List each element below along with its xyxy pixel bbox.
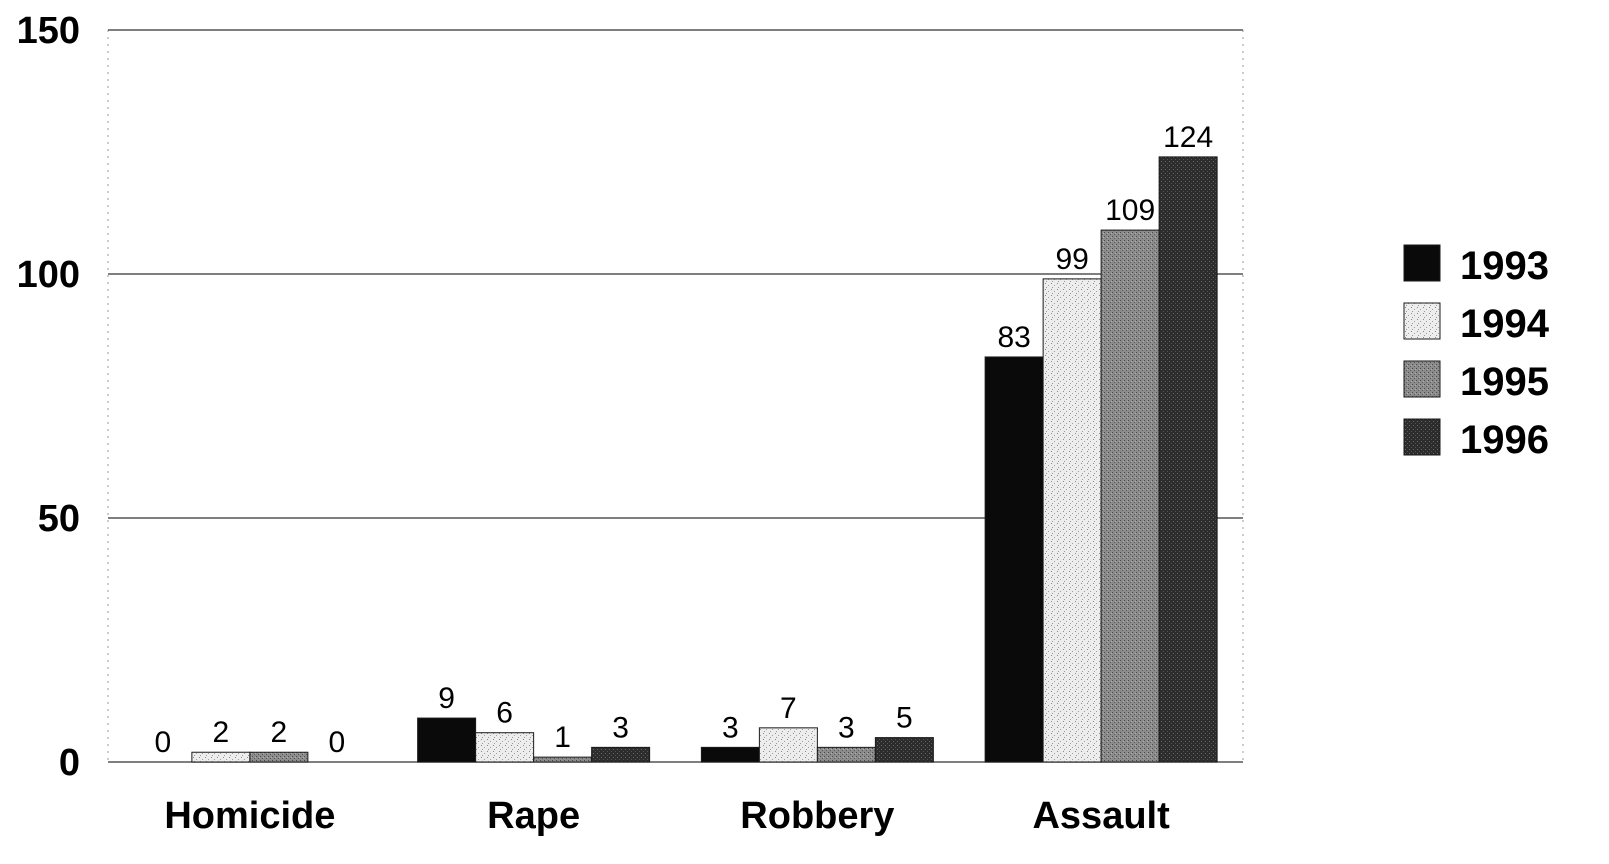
data-label-assault-1996: 124 [1163, 121, 1213, 154]
bar-robbery-1994 [758, 727, 818, 763]
bar-robbery-1993 [700, 746, 760, 763]
y-axis: 0 50 100 150 [17, 10, 80, 784]
x-axis-categories: Homicide Rape Robbery Assault [164, 795, 1170, 837]
legend: 1993 1994 1995 1996 [1403, 244, 1550, 462]
legend-label-1994: 1994 [1460, 302, 1550, 346]
bar-rape-1993 [417, 717, 477, 763]
y-tick-label: 100 [17, 254, 80, 296]
category-label-robbery: Robbery [740, 795, 894, 837]
legend-label-1996: 1996 [1460, 418, 1549, 462]
bars [191, 156, 1218, 763]
data-label-rape-1993: 9 [438, 682, 455, 715]
data-label-rape-1996: 3 [612, 711, 629, 744]
bar-assault-1996 [1158, 156, 1218, 763]
legend-swatch-1996 [1403, 418, 1441, 456]
data-label-robbery-1994: 7 [780, 692, 797, 725]
data-label-robbery-1995: 3 [838, 711, 855, 744]
legend-swatch-1993 [1403, 244, 1441, 282]
data-label-assault-1994: 99 [1055, 243, 1088, 276]
bar-assault-1995 [1100, 229, 1160, 763]
bar-robbery-1996 [874, 737, 934, 763]
y-tick-label: 0 [59, 742, 80, 784]
data-label-assault-1993: 83 [997, 321, 1030, 354]
data-label-homicide-1994: 2 [213, 716, 230, 749]
data-label-assault-1995: 109 [1105, 194, 1155, 227]
bar-rape-1996 [591, 746, 651, 763]
bar-rape-1995 [533, 756, 593, 763]
bar-homicide-1994 [191, 751, 251, 763]
data-label-homicide-1995: 2 [271, 716, 288, 749]
bar-assault-1994 [1042, 278, 1102, 763]
category-label-rape: Rape [487, 795, 580, 837]
data-label-robbery-1996: 5 [896, 702, 913, 735]
legend-label-1993: 1993 [1460, 244, 1549, 288]
data-label-robbery-1993: 3 [722, 711, 739, 744]
bar-robbery-1995 [816, 746, 876, 763]
y-tick-label: 150 [17, 10, 80, 52]
legend-swatch-1994 [1403, 302, 1441, 340]
category-label-homicide: Homicide [164, 795, 335, 837]
data-label-rape-1994: 6 [496, 697, 513, 730]
bar-rape-1994 [475, 732, 535, 763]
legend-swatch-1995 [1403, 360, 1441, 398]
data-label-homicide-1996: 0 [329, 726, 346, 759]
bar-homicide-1995 [249, 751, 309, 763]
category-label-assault: Assault [1032, 795, 1170, 837]
y-tick-label: 50 [38, 498, 80, 540]
legend-label-1995: 1995 [1460, 360, 1549, 404]
data-labels: 0 2 2 0 9 6 1 3 3 7 3 5 83 99 109 124 [155, 121, 1214, 759]
data-label-rape-1995: 1 [554, 721, 571, 754]
bar-assault-1993 [984, 356, 1044, 763]
data-label-homicide-1993: 0 [155, 726, 172, 759]
